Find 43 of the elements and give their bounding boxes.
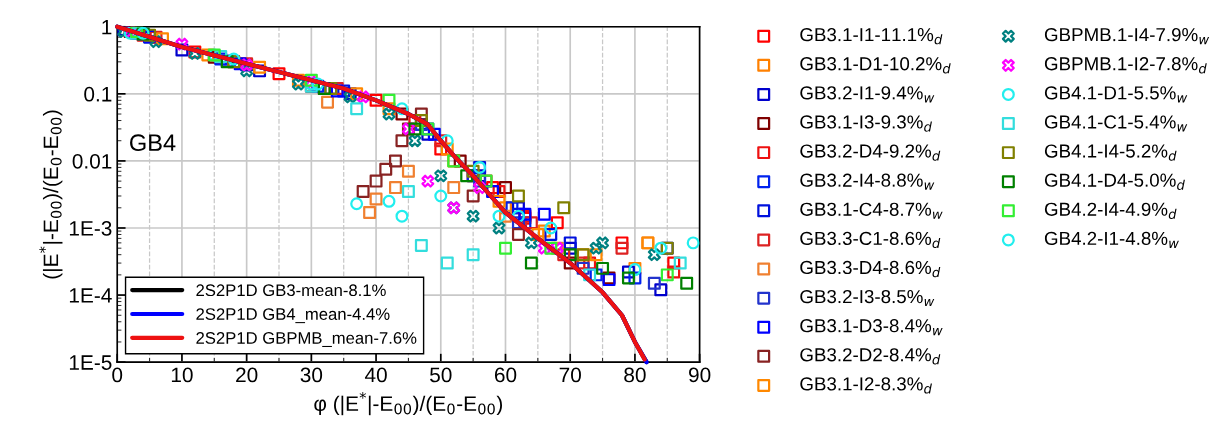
legend-label: GB3.1-D3-8.4%$_{w}$ [800,319,943,336]
legend-label: GB4.2-I4-4.9%$_{d}$ [1044,202,1177,219]
y-tick-label: 0.01 [72,153,112,169]
legend-label: 2S2P1D GB4_mean-4.4% [196,308,390,324]
legend-label: GBPMB.1-I2-7.8%$_{d}$ [1044,57,1207,74]
x-tick-label: 90 [689,367,711,383]
x-tick-label: 30 [300,367,323,383]
legend-label: GB3.2-I1-9.4%$_{w}$ [800,86,935,103]
legend-label: GB3.2-I4-8.8%$_{w}$ [800,173,935,190]
legend-label: GB4.1-I4-5.2%$_{d}$ [1044,144,1177,161]
legend-label: GB3.1-I3-9.3%$_{d}$ [800,115,932,132]
legend-label: GB3.1-D1-10.2%$_{d}$ [800,57,951,74]
x-tick-label: 0 [112,367,123,383]
y-tick-label: 1E-4 [69,288,112,303]
legend-label: 2S2P1D GB3-mean-8.1% [196,284,386,297]
x-tick-label: 40 [364,367,387,383]
x-tick-label: 80 [624,367,646,383]
legend-label: GB3.3-C1-8.6%$_{d}$ [800,231,941,249]
legend-label: GB3.2-D4-9.2%$_{d}$ [800,144,941,161]
y-tick-label: 0.1 [84,86,112,102]
legend-label: GB3.1-C4-8.7%$_{w}$ [800,202,943,219]
text: (|E$^{*}$|-E$_{00}$)/(E$_{0}$-E$_{00}$) [39,110,63,279]
x-tick-label: 10 [171,367,193,383]
legend-label: 2S2P1D GBPMB_mean-7.6% [196,332,417,348]
legend-label: GB3.2-I3-8.5%$_{w}$ [800,289,935,307]
y-tick-label: 1E-5 [69,355,112,370]
y-tick-label: 1E-3 [69,221,112,236]
legend-label: GB4.1-D4-5.0%$_{d}$ [1044,173,1185,190]
legend-label: GB3.2-D2-8.4%$_{d}$ [800,348,941,365]
legend-label: GBPMB.1-I4-7.9%$_{w}$ [1044,28,1210,45]
legend-label: GB4.2-I1-4.8%$_{w}$ [1044,231,1179,248]
x-tick-label: 20 [236,367,258,383]
legend-label: GB3.3-D4-8.6%$_{d}$ [800,260,941,278]
legend-label: GB3.1-I2-8.3%$_{d}$ [800,377,932,394]
legend-label: GB4.1-C1-5.4%$_{w}$ [1044,115,1188,132]
x-tick-label: 60 [494,367,517,383]
x-tick-label: 50 [430,367,452,383]
annotation: GB4 [130,134,176,152]
text: φ (|E$^{*}$|-E$_{00}$)/(E$_{0}$-E$_{00}$) [314,391,503,416]
legend-label: GB4.1-D1-5.5%$_{w}$ [1044,86,1188,103]
y-tick-label: 1 [102,19,112,35]
legend-label: GB3.1-I1-11.1%$_{d}$ [800,28,943,45]
x-tick-label: 70 [559,367,581,383]
